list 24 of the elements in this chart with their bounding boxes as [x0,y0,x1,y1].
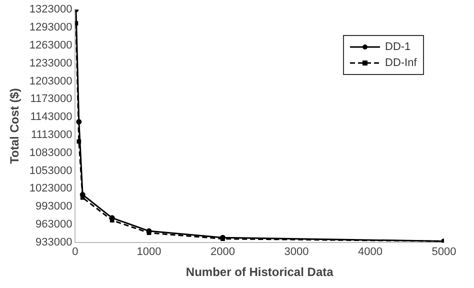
y-tick-label: 993000 [36,200,72,213]
y-tick-label: 1293000 [29,22,72,34]
y-tick-label: 1023000 [29,182,72,195]
y-tick-label: 1083000 [29,146,72,159]
x-tick-label: 5000 [432,246,456,258]
y-tick-label: 933000 [36,236,72,248]
y-tick-label: 1053000 [29,164,72,177]
y-tick-label: 1173000 [30,93,72,106]
x-tick-label: 0 [72,246,78,258]
y-tick-label: 963000 [36,218,72,231]
x-axis-title: Number of Historical Data [186,265,334,280]
x-tick-label: 4000 [358,246,382,258]
y-tick-label: 1143000 [30,111,72,124]
y-axis-title: Total Cost ($) [8,88,22,164]
legend-label: DD-Inf [385,56,417,69]
x-tick-label: 1000 [136,246,162,258]
y-tick-label: 1113000 [31,128,72,141]
y-tick-label: 1323000 [29,4,72,16]
y-tick-label: 1203000 [29,75,72,88]
x-tick-label: 2000 [210,246,235,258]
y-tick-label: 1233000 [29,57,72,70]
legend-label: DD-1 [385,40,411,53]
y-tick-label: 1263000 [29,39,72,52]
x-tick-label: 3000 [284,246,309,258]
